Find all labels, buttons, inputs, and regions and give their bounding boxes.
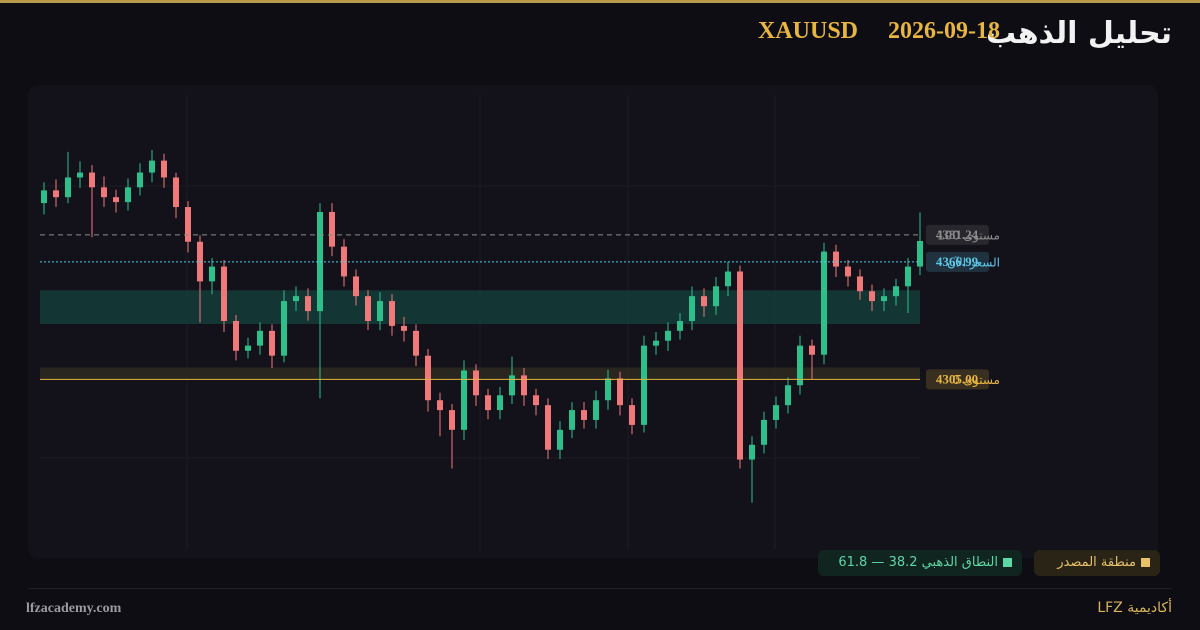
candle-body bbox=[701, 296, 707, 307]
footer-divider bbox=[28, 588, 1172, 589]
level-label: السعر الآن bbox=[947, 255, 1000, 270]
candle-body bbox=[773, 405, 779, 420]
candle-body bbox=[101, 187, 107, 198]
legend-golden-zone: النطاق الذهبي 38.2 — 61.8 bbox=[818, 550, 1022, 576]
candle-body bbox=[485, 395, 491, 411]
candle-body bbox=[389, 301, 395, 326]
candle-body bbox=[137, 172, 143, 188]
candle-body bbox=[245, 345, 251, 351]
legend-text: النطاق الذهبي 38.2 — 61.8 bbox=[838, 555, 998, 570]
zone bbox=[40, 367, 920, 380]
candle-body bbox=[401, 325, 407, 331]
candle-body bbox=[713, 286, 719, 307]
candle-body bbox=[149, 160, 155, 173]
footer-brand: أكاديمية LFZ bbox=[1097, 600, 1172, 616]
candle-body bbox=[497, 395, 503, 411]
candle-body bbox=[533, 395, 539, 406]
candle-body bbox=[233, 320, 239, 351]
candle-body bbox=[845, 266, 851, 277]
candle-body bbox=[221, 266, 227, 321]
date: 2026-09-18 bbox=[888, 18, 1000, 44]
candle-body bbox=[593, 400, 599, 420]
level-price-box bbox=[926, 369, 989, 390]
candle-body bbox=[77, 172, 83, 178]
candle-body bbox=[761, 419, 767, 445]
candle-body bbox=[449, 410, 455, 430]
page-title: تحليل الذهب bbox=[985, 16, 1172, 51]
candle-body bbox=[89, 172, 95, 188]
legend-swatch bbox=[1003, 558, 1012, 567]
legend-text: منطقة المصدر bbox=[1057, 555, 1136, 570]
candle-body bbox=[581, 410, 587, 420]
candle-body bbox=[269, 330, 275, 356]
candle-body bbox=[293, 296, 299, 302]
candle-body bbox=[257, 330, 263, 346]
candle-body bbox=[185, 207, 191, 242]
candle-body bbox=[53, 190, 59, 198]
candle-body bbox=[605, 378, 611, 401]
candle-body bbox=[473, 370, 479, 396]
candle-body bbox=[893, 286, 899, 297]
candle-body bbox=[41, 190, 47, 204]
candle-body bbox=[737, 271, 743, 460]
candle-body bbox=[809, 345, 815, 355]
candle-body bbox=[113, 197, 119, 203]
candle-body bbox=[797, 345, 803, 386]
candle-body bbox=[881, 296, 887, 302]
level-price: 4366.99 bbox=[936, 254, 979, 269]
candle-body bbox=[821, 251, 827, 355]
zone bbox=[40, 290, 920, 325]
level-price-box bbox=[926, 251, 989, 272]
candle-body bbox=[173, 177, 179, 208]
candle-body bbox=[437, 400, 443, 411]
candle-body bbox=[617, 378, 623, 406]
candle-body bbox=[365, 296, 371, 321]
candle-body bbox=[125, 187, 131, 203]
candle-body bbox=[725, 271, 731, 287]
legend-source-zone: منطقة المصدر bbox=[1034, 550, 1160, 576]
candle-body bbox=[641, 345, 647, 425]
candle-body bbox=[869, 291, 875, 302]
candle-body bbox=[377, 301, 383, 321]
candle-body bbox=[461, 370, 467, 430]
candle-body bbox=[329, 211, 335, 247]
candle-body bbox=[917, 240, 923, 267]
level-price: 4381.24 bbox=[936, 227, 979, 242]
candle-body bbox=[689, 296, 695, 321]
level-label: مستوى 100 bbox=[937, 228, 1000, 243]
level-price-box bbox=[926, 224, 989, 245]
candle-body bbox=[425, 355, 431, 401]
candle-body bbox=[353, 276, 359, 297]
candle-body bbox=[557, 429, 563, 450]
candle-body bbox=[161, 160, 167, 178]
candle-body bbox=[629, 405, 635, 425]
candle-body bbox=[665, 330, 671, 341]
footer-site: lfzacademy.com bbox=[26, 601, 122, 616]
candle-body bbox=[65, 177, 71, 198]
level-price: 4305.00 bbox=[936, 371, 978, 386]
candle-body bbox=[209, 266, 215, 282]
candle-body bbox=[545, 405, 551, 450]
candle-body bbox=[833, 251, 839, 267]
candle-body bbox=[521, 375, 527, 396]
top-border bbox=[0, 0, 1200, 3]
candle-body bbox=[569, 410, 575, 430]
candle-body bbox=[413, 330, 419, 356]
candle-body bbox=[653, 340, 659, 346]
candle-body bbox=[281, 301, 287, 356]
candle-body bbox=[857, 276, 863, 292]
candle-body bbox=[509, 375, 515, 396]
candle-body bbox=[749, 444, 755, 460]
candle-body bbox=[785, 385, 791, 406]
level-label: مستوى 0 bbox=[952, 373, 1000, 388]
candle-body bbox=[905, 266, 911, 287]
candle-body bbox=[305, 296, 311, 312]
symbol: XAUUSD bbox=[757, 18, 858, 44]
legend-swatch bbox=[1141, 558, 1150, 567]
candle-body bbox=[677, 320, 683, 331]
